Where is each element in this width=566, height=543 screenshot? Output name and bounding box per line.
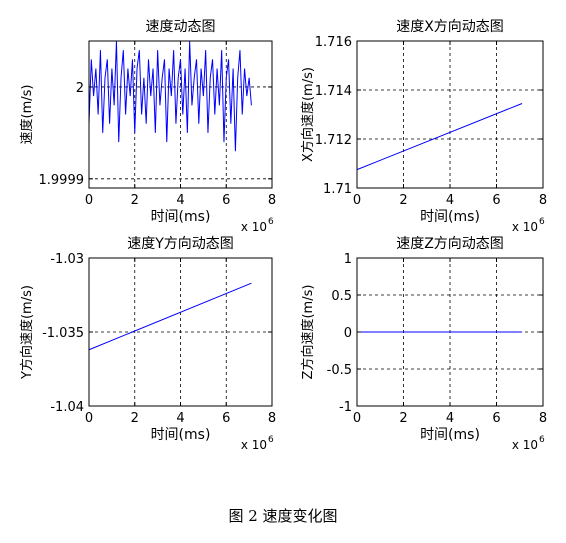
y-axis-label: Y方向速度(m/s) xyxy=(19,285,35,380)
y-tick-label: 1 xyxy=(344,252,352,267)
y-tick-label: 1.716 xyxy=(315,35,352,50)
x-axis-label: 时间(ms) xyxy=(420,427,480,443)
x-axis-multiplier: x 10 xyxy=(512,220,538,234)
x-tick-label: 8 xyxy=(268,411,276,426)
y-tick-label: -1 xyxy=(339,400,352,415)
y-tick-label: 1.9999 xyxy=(39,173,85,188)
chart-title: 速度X方向动态图 xyxy=(396,19,504,35)
x-axis-multiplier: x 10 xyxy=(512,438,538,452)
x-tick-label: 0 xyxy=(353,193,361,208)
chart-title: 速度Y方向动态图 xyxy=(127,236,234,252)
x-axis-exponent: 6 xyxy=(268,217,274,227)
x-axis-label: 时间(ms) xyxy=(151,209,211,225)
series-line xyxy=(88,40,252,152)
x-tick-label: 4 xyxy=(446,193,454,208)
y-tick-label: 0 xyxy=(344,326,352,341)
x-tick-label: 8 xyxy=(539,411,547,426)
x-tick-label: 6 xyxy=(222,193,230,208)
y-axis-label: X方向速度(m/s) xyxy=(300,67,316,162)
x-axis-exponent: 6 xyxy=(539,435,545,445)
x-tick-label: 4 xyxy=(446,411,454,426)
x-tick-label: 4 xyxy=(176,193,184,208)
y-axis-label: 速度(m/s) xyxy=(19,85,35,145)
x-tick-label: 4 xyxy=(176,411,184,426)
x-axis-multiplier: x 10 xyxy=(241,220,267,234)
y-tick-label: 1.714 xyxy=(315,84,352,99)
x-tick-label: 8 xyxy=(268,193,276,208)
x-tick-label: 6 xyxy=(222,411,230,426)
series-line xyxy=(88,282,252,351)
y-tick-label: 0.5 xyxy=(331,289,352,304)
figure-caption: 图 2 速度变化图 xyxy=(228,507,338,525)
chart-title: 速度Z方向动态图 xyxy=(396,236,504,252)
y-axis-label: Z方向速度(m/s) xyxy=(300,285,316,380)
x-tick-label: 6 xyxy=(492,193,500,208)
x-axis-exponent: 6 xyxy=(268,435,274,445)
y-tick-label: -1.035 xyxy=(42,326,84,341)
x-tick-label: 2 xyxy=(131,411,139,426)
y-tick-label: 2 xyxy=(76,81,84,96)
x-tick-label: 2 xyxy=(131,193,139,208)
y-tick-label: -1.03 xyxy=(50,252,84,267)
x-tick-label: 0 xyxy=(85,193,93,208)
x-tick-label: 0 xyxy=(353,411,361,426)
x-tick-label: 8 xyxy=(539,193,547,208)
y-tick-label: 1.71 xyxy=(323,182,352,197)
y-tick-label: 1.712 xyxy=(315,133,352,148)
x-axis-exponent: 6 xyxy=(539,217,545,227)
x-tick-label: 0 xyxy=(85,411,93,426)
x-axis-multiplier: x 10 xyxy=(241,438,267,452)
y-tick-label: -1.04 xyxy=(50,400,84,415)
x-tick-label: 2 xyxy=(399,193,407,208)
x-tick-label: 6 xyxy=(492,411,500,426)
x-axis-label: 时间(ms) xyxy=(420,209,480,225)
chart-title: 速度动态图 xyxy=(146,19,216,35)
y-tick-label: -0.5 xyxy=(327,363,352,378)
x-axis-label: 时间(ms) xyxy=(151,427,211,443)
series-line xyxy=(356,103,523,171)
x-tick-label: 2 xyxy=(399,411,407,426)
